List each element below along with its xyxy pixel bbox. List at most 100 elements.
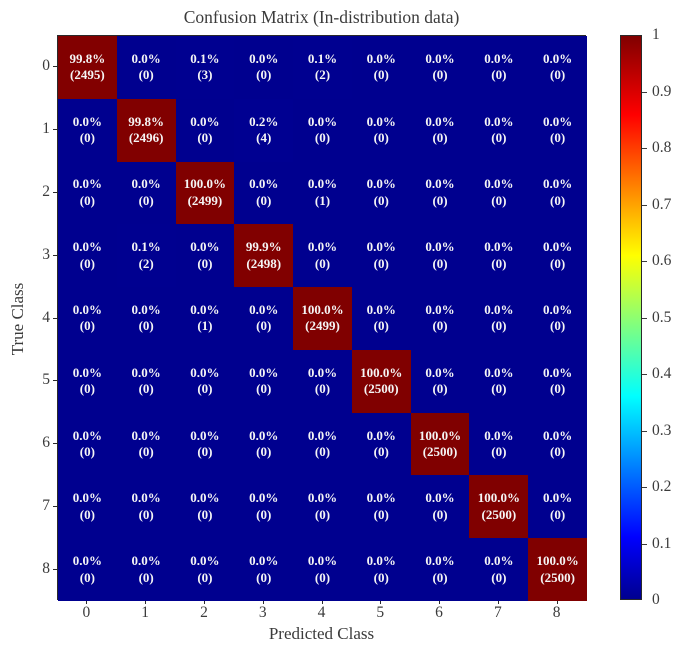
cell-percent: 0.0% — [484, 176, 514, 192]
cell-percent: 0.0% — [484, 50, 514, 66]
cell-count: (1) — [197, 318, 213, 334]
x-tick-label: 6 — [435, 604, 443, 621]
cell-count: (2) — [314, 67, 331, 83]
colorbar-tick-mark — [642, 261, 647, 262]
matrix-cell-r2c5: 0.0% (0) — [351, 161, 411, 225]
cell-count: (0) — [373, 130, 389, 146]
matrix-cell-r0c3: 0.0% (0) — [234, 36, 294, 99]
cell-percent: 0.0% — [542, 50, 573, 66]
cell-percent: 0.0% — [190, 301, 220, 317]
cell-percent: 0.0% — [72, 113, 102, 129]
matrix-cell-r4c4: 100.0% (2499) — [293, 287, 352, 350]
x-tick-mark — [86, 600, 88, 604]
y-tick-label: 4 — [42, 308, 50, 326]
matrix-cell-r5c0: 0.0% (0) — [58, 349, 117, 413]
matrix-cell-r8c4: 0.0% (0) — [293, 538, 352, 601]
colorbar-tick-label: 0.4 — [652, 365, 672, 382]
cell-count: (2496) — [128, 130, 164, 146]
matrix-cell-r6c3: 0.0% (0) — [234, 412, 294, 476]
cell-percent: 0.0% — [542, 427, 573, 443]
matrix-cell-r5c3: 0.0% (0) — [234, 349, 294, 413]
matrix-cell-r4c6: 0.0% (0) — [410, 287, 470, 350]
cell-percent: 0.0% — [72, 427, 102, 443]
y-tick-mark — [53, 66, 57, 68]
matrix-cell-r3c4: 0.0% (0) — [293, 224, 352, 288]
matrix-cell-r7c0: 0.0% (0) — [58, 475, 117, 539]
matrix-cell-r6c0: 0.0% (0) — [58, 412, 117, 476]
y-tick-mark — [53, 443, 57, 445]
cell-percent: 0.0% — [190, 113, 220, 129]
matrix-cell-r6c4: 0.0% (0) — [293, 412, 352, 476]
matrix-cell-r8c8: 100.0% (2500) — [528, 538, 587, 601]
cell-count: (0) — [314, 255, 331, 271]
matrix-cell-r6c8: 0.0% (0) — [528, 412, 587, 476]
cell-count: (4) — [256, 130, 272, 146]
colorbar-tick-label: 0.9 — [652, 82, 672, 100]
cell-percent: 0.0% — [131, 427, 161, 443]
cell-percent: 0.0% — [425, 364, 455, 380]
y-tick-label: 2 — [42, 182, 50, 200]
matrix-cell-r2c8: 0.0% (0) — [528, 161, 587, 225]
cell-percent: 0.0% — [425, 553, 455, 569]
cell-percent: 0.0% — [72, 239, 102, 255]
cell-count: (0) — [491, 192, 507, 208]
cell-percent: 0.0% — [366, 553, 396, 569]
cell-percent: 100.0% — [183, 176, 227, 192]
cell-count: (0) — [138, 569, 154, 585]
x-tick-mark — [439, 600, 441, 604]
y-tick-mark — [53, 505, 57, 507]
matrix-cell-r7c2: 0.0% (0) — [175, 475, 235, 539]
cell-percent: 0.0% — [542, 301, 573, 317]
matrix-cell-r1c8: 0.0% (0) — [528, 98, 587, 162]
matrix-cell-r4c1: 0.0% (0) — [116, 287, 176, 350]
cell-percent: 0.0% — [425, 239, 455, 255]
matrix-cell-r0c0: 99.8% (2495) — [58, 36, 117, 99]
matrix-cell-r2c7: 0.0% (0) — [469, 161, 529, 225]
cell-count: (0) — [373, 506, 389, 522]
y-tick-mark — [53, 254, 57, 256]
matrix-cell-r5c5: 100.0% (2500) — [351, 349, 411, 413]
cell-count: (0) — [79, 192, 95, 208]
y-tick-label: 6 — [42, 434, 50, 452]
cell-count: (0) — [432, 67, 448, 83]
x-tick-label: 2 — [200, 604, 208, 621]
cell-count: (0) — [314, 444, 331, 460]
cell-percent: 0.0% — [542, 113, 573, 129]
cell-count: (0) — [373, 192, 389, 208]
cell-count: (0) — [491, 569, 507, 585]
cell-percent: 0.0% — [307, 490, 338, 506]
cell-percent: 100.0% — [477, 490, 520, 506]
matrix-cell-r6c7: 0.0% (0) — [469, 412, 529, 476]
cell-count: (2495) — [70, 67, 105, 83]
cell-percent: 0.0% — [249, 50, 279, 66]
matrix-cell-r0c7: 0.0% (0) — [469, 36, 529, 99]
matrix-cell-r6c6: 100.0% (2500) — [410, 412, 470, 476]
cell-percent: 0.0% — [366, 301, 396, 317]
matrix-cell-r4c5: 0.0% (0) — [351, 287, 411, 350]
cell-count: (0) — [314, 569, 331, 585]
cell-count: (0) — [79, 318, 95, 334]
matrix-cell-r1c5: 0.0% (0) — [351, 98, 411, 162]
cell-percent: 0.0% — [190, 364, 220, 380]
y-tick-label: 8 — [42, 559, 50, 577]
matrix-cell-r4c2: 0.0% (1) — [175, 287, 235, 350]
cell-percent: 100.0% — [536, 553, 579, 569]
matrix-cell-r2c3: 0.0% (0) — [234, 161, 294, 225]
cell-count: (0) — [197, 255, 213, 271]
cell-percent: 0.0% — [366, 50, 396, 66]
cell-count: (2498) — [246, 255, 282, 271]
matrix-cell-r8c0: 0.0% (0) — [58, 538, 117, 601]
cell-percent: 0.0% — [72, 553, 102, 569]
cell-percent: 0.0% — [425, 113, 455, 129]
matrix-cell-r0c4: 0.1% (2) — [293, 36, 352, 99]
cell-count: (0) — [550, 381, 566, 397]
x-tick-label: 4 — [317, 604, 326, 621]
cell-percent: 0.0% — [484, 427, 514, 443]
matrix-cell-r7c6: 0.0% (0) — [410, 475, 470, 539]
cell-percent: 0.0% — [307, 113, 338, 129]
matrix-cell-r7c8: 0.0% (0) — [528, 475, 587, 539]
matrix-cell-r4c7: 0.0% (0) — [469, 287, 529, 350]
cell-count: (0) — [432, 569, 448, 585]
matrix-cell-r5c1: 0.0% (0) — [116, 349, 176, 413]
